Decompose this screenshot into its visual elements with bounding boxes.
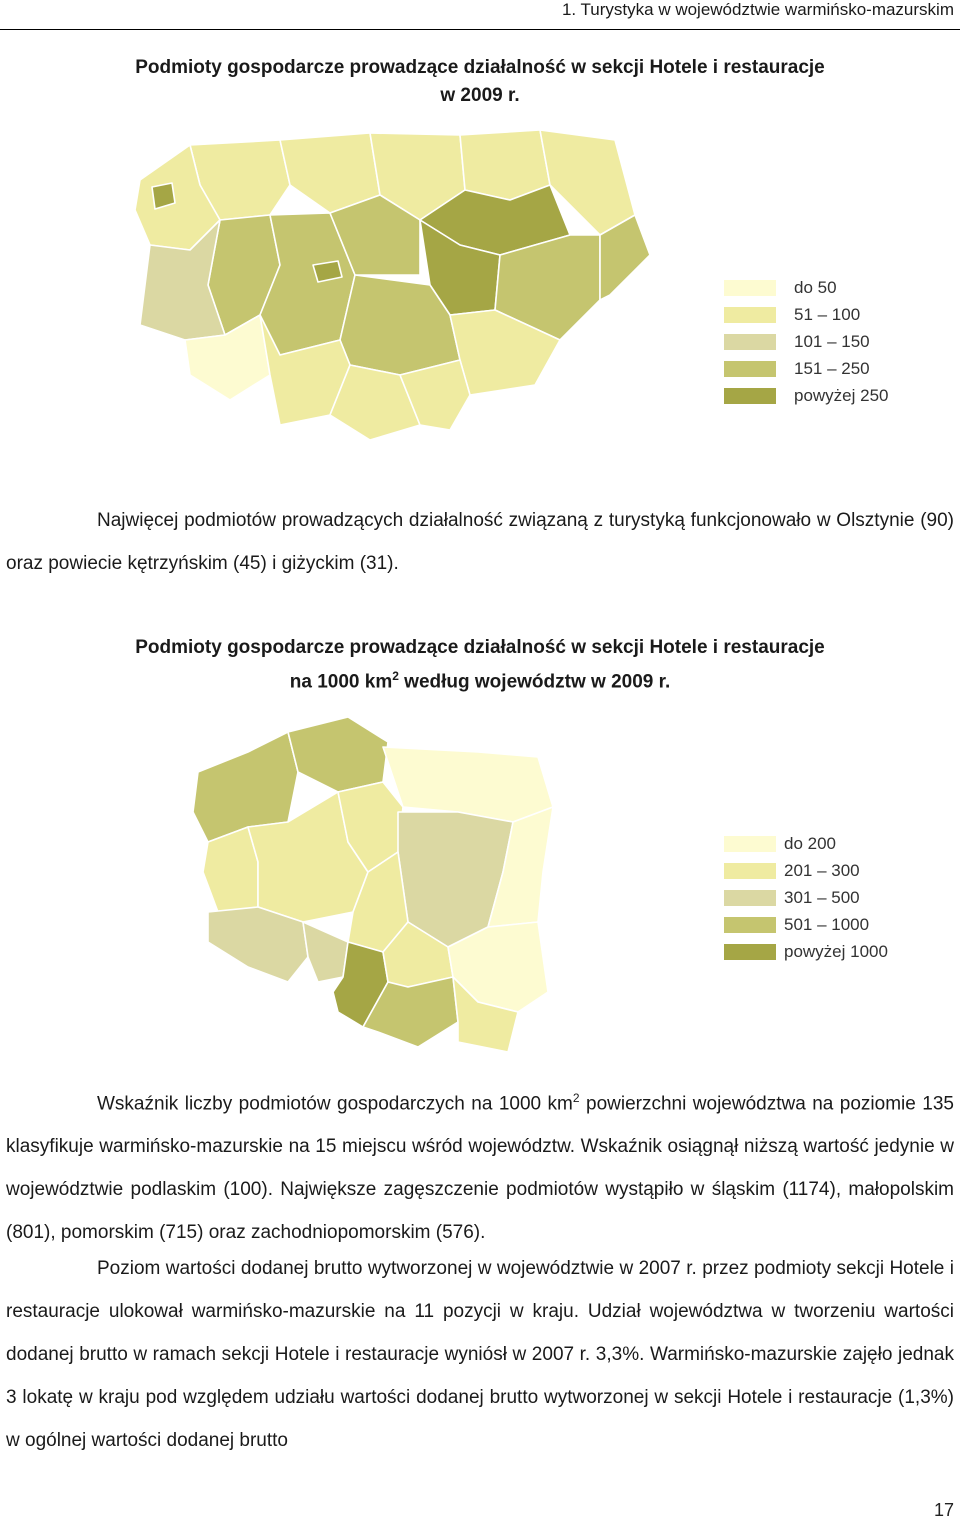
page-number: 17 [933,1500,954,1520]
map1-region-pisz [399,359,471,431]
map1-title: Podmioty gospodarcze prowadzące działaln… [0,54,960,110]
paragraph-2-part1: Wskaźnik liczby podmiotów gospodarczych … [97,1093,573,1115]
map1-title-line2: w 2009 r. [440,85,520,106]
map2-legend-swatch [724,836,776,852]
map2-legend-swatch [724,944,776,960]
map2-legend-label: 201 – 300 [784,861,860,880]
map2-title-line2-sup: 2 [392,669,399,683]
paragraph-2-text: Wskaźnik liczby podmiotów gospodarczych … [6,1077,954,1254]
map2-title: Podmioty gospodarcze prowadzące działaln… [0,634,960,696]
map2-legend-label: 501 – 1000 [784,915,870,934]
page-header: 1. Turystyka w województwie warmińsko-ma… [0,0,960,30]
map1-legend-label: 101 – 150 [794,332,870,351]
map2-region-malopolskie [362,976,459,1048]
map1-legend-label: do 50 [794,278,837,297]
map1-legend-label: powyżej 250 [794,386,889,405]
map2-poland-map [192,716,554,1053]
paragraph-2-part2: powierzchni województwa na poziomie 135 … [6,1093,954,1244]
map1-legend-label: 51 – 100 [794,305,861,324]
paragraph-2: Wskaźnik liczby podmiotów gospodarczych … [6,1077,954,1254]
map2-legend-label: do 200 [784,834,836,853]
map1-title-line1: Podmioty gospodarcze prowadzące działaln… [135,57,825,78]
map1-region-szczytno [329,364,421,441]
map1-region-east [599,214,651,301]
paragraph-2-sup: 2 [572,1091,580,1105]
map2-region-opolskie [302,921,349,983]
map1-legend-swatch [724,388,776,404]
map2-title-line2-pre: na 1000 km [289,671,393,693]
map1-legend: do 50 51 – 100 101 – 150 151 – 250 powyż… [724,278,954,413]
map1-region-center [329,194,421,276]
map2-legend: do 200 201 – 300 301 – 500 501 – 1000 po… [724,834,954,964]
map2-region-warminsko-mazurskie [382,746,554,823]
map1-region-ostroda [139,219,226,341]
map2-title-line1: Podmioty gospodarcze prowadzące działaln… [135,637,825,658]
running-header: 1. Turystyka w województwie warmińsko-ma… [561,0,954,19]
map1-region-elblag-city [151,182,176,210]
map1-legend-swatch [724,307,776,323]
header-rule [0,29,960,30]
map2-legend-label: 301 – 500 [784,888,860,907]
map1-legend-swatch [724,361,776,377]
paragraph-3-text: Poziom wartości dodanej brutto wytworzon… [6,1258,954,1451]
map2-title-line2: na 1000 km2 według województw w 2009 r. [0,662,960,696]
map1-legend-label: 151 – 250 [794,359,870,378]
map2-region-podkarpackie [452,976,519,1053]
map1-legend-swatch [724,334,776,350]
map2-legend-swatch [724,917,776,933]
paragraph-1: Najwięcej podmiotów prowadzących działal… [6,499,954,585]
map2-region-pomorskie [287,716,389,793]
map2-title-line2-post: według województw w 2009 r. [398,671,671,693]
paragraph-1-text: Najwięcej podmiotów prowadzących działal… [6,510,954,574]
map2-legend-swatch [724,890,776,906]
map1-voivodeship-map [134,129,651,441]
map2-region-dolnoslaskie [207,906,309,983]
map2-legend-swatch [724,863,776,879]
paragraph-3: Poziom wartości dodanej brutto wytworzon… [6,1247,954,1462]
map2-legend-label: powyżej 1000 [784,942,888,961]
map1-region-olsztyn-city [312,260,343,283]
map1-legend-swatch [724,280,776,296]
